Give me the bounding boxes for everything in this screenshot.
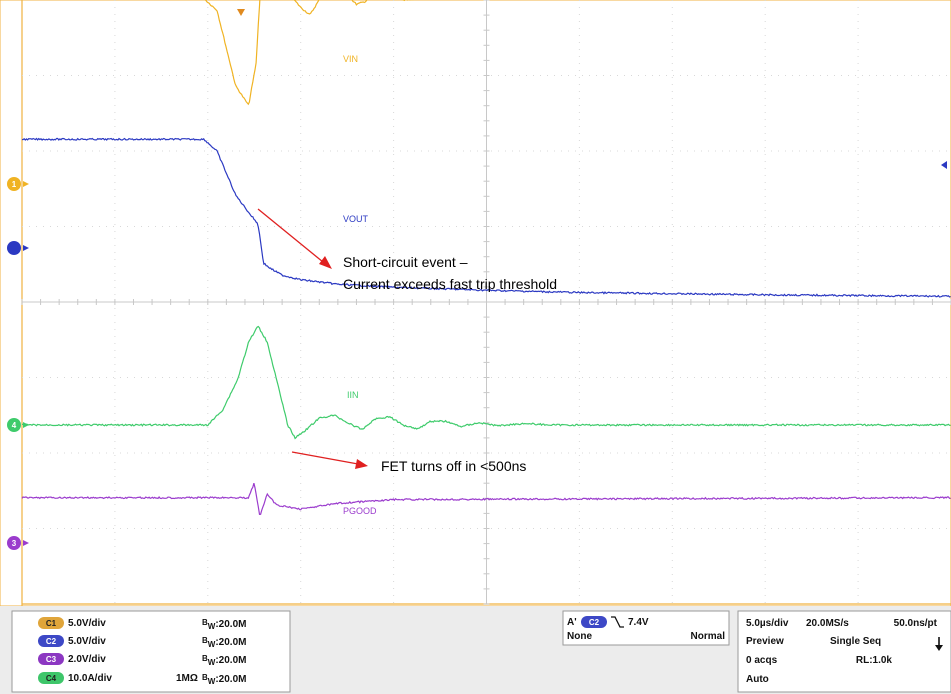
trigger-mode-auto: Auto	[746, 674, 769, 685]
channel-c3-bandwidth: BW:20.0M	[202, 654, 246, 667]
short-circuit-arrow	[257, 208, 324, 263]
channel-row-c1[interactable]: C1 5.0V/div BW:20.0M	[38, 617, 246, 631]
falling-edge-icon	[611, 616, 624, 628]
trigger-label: A'	[567, 617, 577, 628]
channel-c3-scale: 2.0V/div	[68, 654, 106, 665]
traces	[21, 0, 951, 516]
annotation-fast-trip: Current exceeds fast trip threshold	[343, 276, 557, 292]
acq-state: Preview	[746, 636, 784, 647]
resolution: 50.0ns/pt	[894, 618, 938, 629]
channel-row-c3[interactable]: C3 2.0V/div BW:20.0M	[38, 653, 246, 667]
time-per-div: 5.0µs/div	[746, 618, 789, 629]
acquisition-panel[interactable]: 5.0µs/div 20.0MS/s 50.0ns/pt Preview Sin…	[737, 610, 951, 693]
plot-frame	[0, 0, 951, 607]
annotation-short-circuit: Short-circuit event –	[343, 254, 468, 270]
record-length: RL:1.0k	[856, 655, 893, 666]
acq-count: 0 acqs	[746, 655, 778, 666]
acquisition-panel-frame[interactable]	[737, 610, 951, 693]
channel-c2-bandwidth: BW:20.0M	[202, 636, 246, 649]
trigger-coupling: None	[567, 631, 592, 642]
channel-badge-c1-text: C1	[46, 619, 57, 628]
graticule	[21, 0, 951, 605]
trigger-source-text: C2	[589, 618, 600, 627]
acq-mode: Single Seq	[830, 636, 881, 647]
iin-label: IIN	[347, 390, 359, 400]
channel-badge-c4-text: C4	[46, 674, 57, 683]
ref-marker-iin[interactable]: 4	[7, 418, 29, 432]
status-bar: C1 5.0V/div BW:20.0M C2 5.0V/div BW:20.0…	[0, 606, 951, 694]
trigger-level: 7.4V	[628, 617, 649, 628]
pgood-label: PGOOD	[343, 506, 377, 516]
annotation-fet-off: FET turns off in <500ns	[381, 458, 526, 474]
channel-row-c2[interactable]: C2 5.0V/div BW:20.0M	[38, 635, 246, 649]
trigger-level-icon	[941, 161, 947, 169]
trace-iin	[21, 325, 951, 440]
ref-marker-vout[interactable]	[7, 241, 29, 255]
vin-label: VIN	[343, 54, 358, 64]
channel-c2-scale: 5.0V/div	[68, 636, 106, 647]
channel-panel: C1 5.0V/div BW:20.0M C2 5.0V/div BW:20.0…	[11, 610, 291, 693]
trigger-panel[interactable]: A' C2 7.4V None Normal	[562, 610, 730, 646]
channel-badge-c1[interactable]	[38, 617, 64, 629]
short-circuit-arrowhead	[319, 256, 332, 269]
trace-vout	[21, 137, 951, 298]
channel-c4-bandwidth: BW:20.0M	[202, 673, 246, 686]
channel-badge-c4[interactable]	[38, 672, 64, 684]
ref-marker-pgood[interactable]: 3	[7, 536, 29, 550]
channel-badge-c3[interactable]	[38, 653, 64, 665]
single-sequence-icon	[935, 637, 943, 651]
channel-badge-c2[interactable]	[38, 635, 64, 647]
trigger-source-badge	[581, 616, 607, 628]
channel-c1-scale: 5.0V/div	[68, 618, 106, 629]
channel-markers: 1 4 3	[7, 177, 29, 550]
ref-marker-label: 4	[12, 421, 17, 430]
sample-rate: 20.0MS/s	[806, 618, 849, 629]
plot-area: 1 4 3 VIN VOUT IIN PGOOD Short-circuit eve…	[0, 0, 951, 607]
channel-row-c4[interactable]: C4 10.0A/div 1MΩ BW:20.0M	[38, 672, 246, 686]
channel-badge-c2-text: C2	[46, 637, 57, 646]
trigger-position-icon	[237, 9, 245, 16]
ref-marker-label: 1	[12, 180, 17, 189]
fet-off-arrow	[291, 451, 359, 465]
channel-c4-coupling: 1MΩ	[176, 673, 198, 684]
trace-pgood	[21, 483, 951, 516]
vout-label: VOUT	[343, 214, 369, 224]
ref-marker-vin[interactable]: 1	[7, 177, 29, 191]
trigger-mode: Normal	[691, 631, 726, 642]
channel-c1-bandwidth: BW:20.0M	[202, 618, 246, 631]
ref-marker-label: 3	[12, 539, 17, 548]
channel-badge-c3-text: C3	[46, 655, 57, 664]
channel-c4-scale: 10.0A/div	[68, 673, 112, 684]
fet-off-arrowhead	[355, 459, 368, 469]
